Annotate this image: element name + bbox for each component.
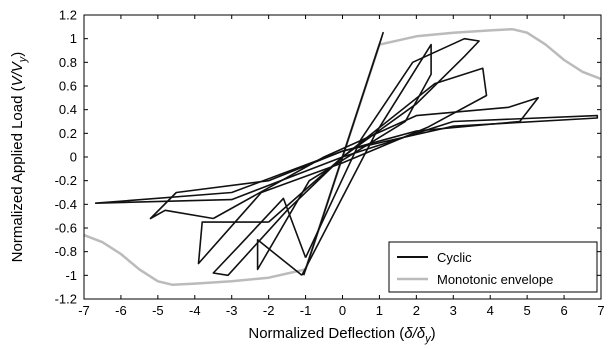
x-tick-label: 2	[413, 303, 420, 318]
legend-label-cyclic: Cyclic	[437, 250, 472, 265]
x-tick-label: 4	[487, 303, 494, 318]
y-tick-label: 0.6	[59, 79, 77, 94]
cyclic-loop-4	[197, 67, 488, 265]
x-tick-label: 1	[376, 303, 383, 318]
x-tick-label: -3	[226, 303, 238, 318]
x-tick-label: -2	[263, 303, 275, 318]
y-axis-label-prefix: Normalized Applied Load (	[9, 86, 26, 262]
legend: Cyclic Monotonic envelope	[388, 241, 598, 293]
cyclic-loop-6	[95, 114, 599, 204]
cyclic-loop-1	[302, 31, 384, 276]
y-axis-label-suffix: )	[9, 52, 26, 57]
cyclic-loop-3	[212, 37, 480, 277]
x-tick-label: -1	[300, 303, 312, 318]
x-axis-label: Normalized Deflection (δ/δy)	[248, 325, 435, 345]
x-tick-label: -6	[115, 303, 127, 318]
legend-label-monotonic: Monotonic envelope	[437, 272, 553, 287]
monotonic-envelope-negative	[83, 156, 344, 287]
y-axis-label: Normalized Applied Load (V/Vy)	[9, 52, 29, 263]
y-tick-label: 0.4	[59, 102, 77, 117]
x-tick-label: 7	[597, 303, 604, 318]
x-axis-label-prefix: Normalized Deflection (	[248, 325, 404, 342]
y-tick-label: -0.2	[55, 173, 77, 188]
tick-layer: -7 -6 -5 -4 -3 -2 -1 0 1 2 3 4 5 6 7 -1.2 -1 -0.8 -0.6 -0.4…	[55, 8, 605, 319]
x-tick-label: -5	[152, 303, 164, 318]
legend-box	[388, 241, 598, 293]
x-tick-label: 5	[524, 303, 531, 318]
x-tick-label: -7	[78, 303, 90, 318]
y-tick-label: -0.4	[55, 197, 77, 212]
cyclic-loop-5	[149, 97, 539, 220]
y-axis-label-var: V/V	[9, 60, 26, 86]
cyclic-loop-2	[256, 43, 432, 276]
series-layer	[83, 27, 602, 287]
y-axis-label-sub: y	[17, 55, 29, 63]
y-tick-label: 0.8	[59, 55, 77, 70]
y-tick-label: 1.2	[59, 8, 77, 23]
monotonic-envelope-positive	[341, 27, 602, 158]
y-tick-label: 1	[70, 31, 77, 46]
y-tick-label: -0.6	[55, 221, 77, 236]
x-axis-label-var: δ/δ	[404, 325, 426, 342]
y-tick-label: 0.2	[59, 126, 77, 141]
x-tick-label: -4	[189, 303, 201, 318]
x-tick-label: 6	[560, 303, 567, 318]
x-tick-label: 3	[450, 303, 457, 318]
x-tick-label: 0	[339, 303, 346, 318]
y-tick-label: -1	[65, 268, 77, 283]
x-axis-label-sub: y	[424, 333, 432, 345]
y-tick-label: -1.2	[55, 292, 77, 307]
y-tick-label: 0	[70, 150, 77, 165]
x-axis-label-suffix: )	[431, 325, 436, 342]
y-tick-label: -0.8	[55, 244, 77, 259]
